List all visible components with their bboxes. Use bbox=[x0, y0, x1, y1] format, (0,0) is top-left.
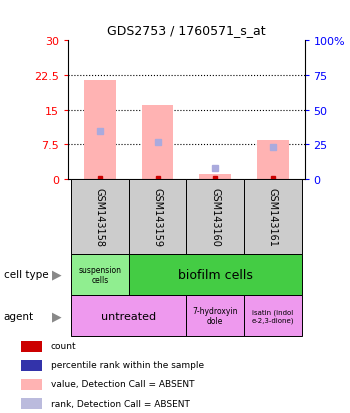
Bar bbox=[187, 295, 244, 337]
Text: suspension
cells: suspension cells bbox=[78, 265, 121, 284]
Text: rank, Detection Call = ABSENT: rank, Detection Call = ABSENT bbox=[51, 399, 190, 408]
Text: GSM143158: GSM143158 bbox=[95, 188, 105, 246]
Text: isatin (indol
e-2,3-dione): isatin (indol e-2,3-dione) bbox=[252, 309, 294, 323]
Text: untreated: untreated bbox=[101, 311, 156, 321]
Text: ▶: ▶ bbox=[52, 268, 61, 281]
Text: ▶: ▶ bbox=[52, 309, 61, 323]
Bar bbox=[142, 106, 173, 180]
Text: count: count bbox=[51, 341, 76, 350]
Bar bbox=[129, 254, 302, 295]
Bar bbox=[244, 180, 302, 254]
Title: GDS2753 / 1760571_s_at: GDS2753 / 1760571_s_at bbox=[107, 24, 266, 37]
Text: biofilm cells: biofilm cells bbox=[178, 268, 253, 281]
Bar bbox=[71, 295, 187, 337]
Bar bbox=[257, 140, 289, 180]
Bar bbox=[21, 341, 42, 352]
Bar bbox=[187, 180, 244, 254]
Bar bbox=[71, 254, 129, 295]
Bar bbox=[21, 380, 42, 390]
Text: agent: agent bbox=[4, 311, 34, 321]
Text: GSM143160: GSM143160 bbox=[210, 188, 220, 246]
Bar bbox=[244, 295, 302, 337]
Bar bbox=[84, 81, 116, 180]
Text: percentile rank within the sample: percentile rank within the sample bbox=[51, 361, 204, 369]
Bar bbox=[21, 399, 42, 409]
Bar bbox=[21, 360, 42, 371]
Text: value, Detection Call = ABSENT: value, Detection Call = ABSENT bbox=[51, 380, 194, 389]
Text: 7-hydroxyin
dole: 7-hydroxyin dole bbox=[193, 306, 238, 325]
Text: GSM143161: GSM143161 bbox=[268, 188, 278, 246]
Text: GSM143159: GSM143159 bbox=[153, 188, 162, 246]
Bar bbox=[129, 180, 187, 254]
Text: cell type: cell type bbox=[4, 270, 48, 280]
Bar bbox=[199, 174, 231, 180]
Bar bbox=[71, 180, 129, 254]
